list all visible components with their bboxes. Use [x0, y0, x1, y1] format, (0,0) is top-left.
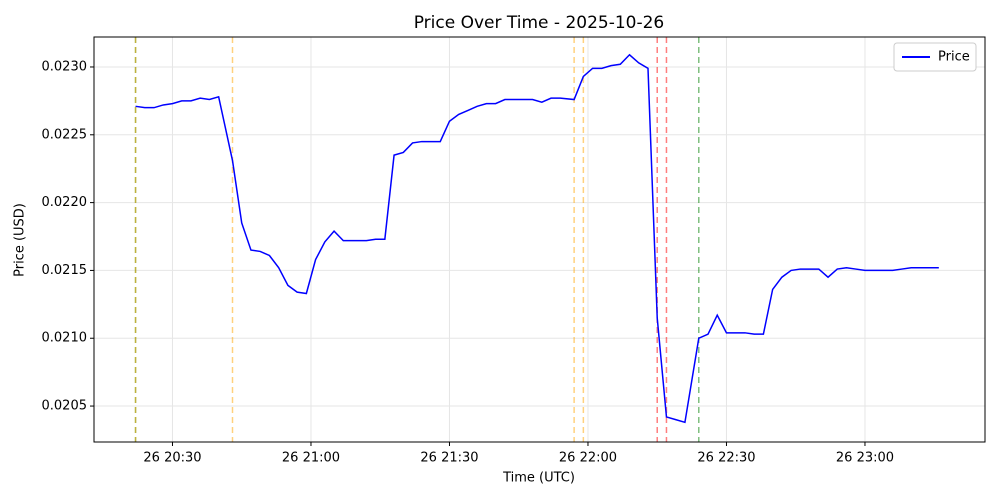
y-tick-label: 0.0210 [42, 331, 88, 346]
plot-frame [93, 36, 986, 443]
x-axis-label: Time (UTC) [502, 471, 575, 486]
x-tick-label: 26 21:00 [282, 451, 340, 466]
legend-label: Price [938, 50, 970, 65]
chart-title: Price Over Time - 2025-10-26 [414, 13, 665, 33]
y-tick-label: 0.0215 [42, 263, 88, 278]
legend-box [893, 42, 977, 72]
y-tick-label: 0.0205 [42, 399, 88, 414]
y-tick-label: 0.0220 [42, 195, 88, 210]
price-line [135, 53, 939, 424]
x-tick-label: 26 21:30 [420, 451, 478, 466]
y-tick-label: 0.0230 [42, 59, 88, 74]
x-tick-label: 26 22:00 [559, 451, 617, 466]
x-tick-label: 26 20:30 [143, 451, 201, 466]
x-tick-label: 26 22:30 [697, 451, 755, 466]
legend: Price [893, 42, 977, 72]
x-tick-label: 26 23:00 [836, 451, 894, 466]
y-tick-label: 0.0225 [42, 127, 88, 142]
y-axis-label: Price (USD) [13, 203, 28, 277]
